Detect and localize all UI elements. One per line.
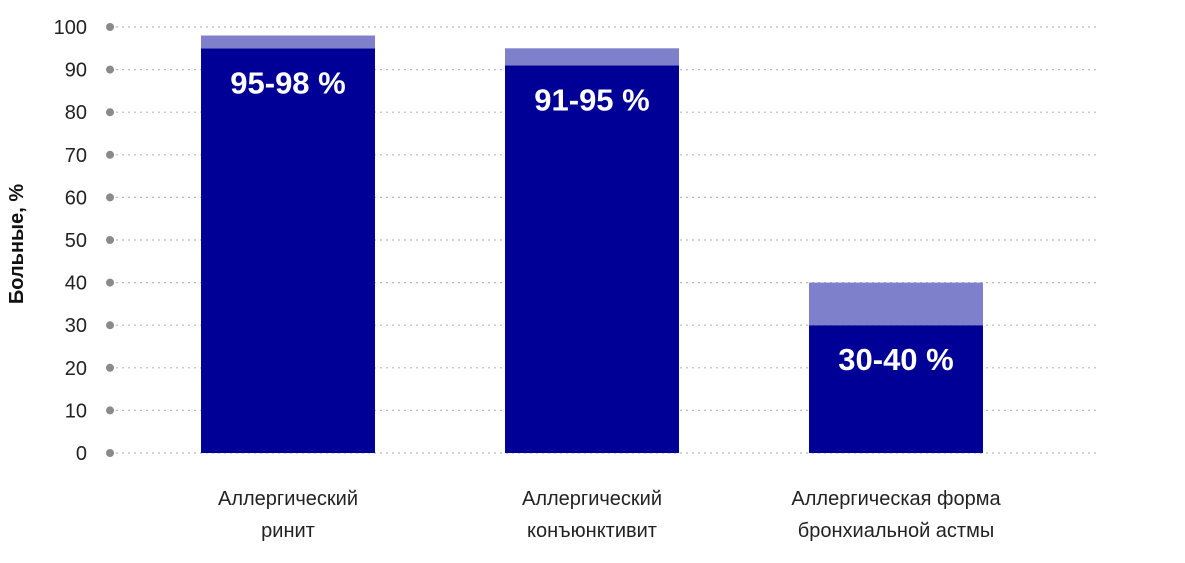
y-tick-dot [106,150,114,159]
y-tick-label: 40 [65,273,87,295]
bar-base [505,65,679,453]
bar-base [201,48,375,454]
y-tick-dot [106,65,114,74]
y-tick-label: 0 [76,443,87,465]
bars [201,35,983,454]
category-label-line: Аллергический [522,488,662,510]
category-label-line: Аллергический [218,488,358,510]
category-label-line: ринит [261,520,315,542]
bar-data-label: 95-98 % [230,65,345,100]
category-label-line: конъюнктивит [527,520,657,542]
category-label-line: Аллергическая форма [791,488,1001,510]
category-label: Аллергический ринит [218,488,358,542]
y-tick-dot [106,406,114,415]
category-label: Аллергический конъюнктивит [522,488,662,542]
y-tick-dot [106,193,114,202]
category-label: Аллергическая форма бронхиальной астмы [791,488,1001,542]
y-tick-label: 60 [65,187,87,209]
y-tick-label: 10 [65,400,87,422]
bar-data-label: 30-40 % [838,342,953,377]
y-axis-title: Больные, % [6,184,28,304]
bar-range [201,35,375,49]
y-tick-label: 70 [65,145,87,167]
y-tick-label: 30 [65,315,87,337]
y-tick-dot [106,278,114,287]
category-labels: Аллергический ринит Аллергический конъюнкти… [218,488,1001,542]
y-tick-dot [106,236,114,244]
bar-range [505,48,679,66]
data-labels: 95-98 % 91-95 % 30-40 % [230,65,953,377]
y-tick-dot [106,108,114,117]
y-tick-label: 80 [65,102,87,124]
y-tick-label: 50 [65,230,87,252]
y-axis-ticks: 0 10 20 30 40 50 60 70 80 90 100 [54,17,114,465]
y-tick-dot [106,321,114,330]
y-tick-label: 90 [65,60,87,82]
bar-base [809,325,983,453]
y-tick-dot [106,23,114,31]
y-tick-dot [106,363,114,372]
y-tick-dot [106,449,114,457]
y-tick-label: 100 [54,17,87,39]
y-tick-label: 20 [65,358,87,380]
category-label-line: бронхиальной астмы [798,520,994,542]
bar-data-label: 91-95 % [534,82,649,117]
bar-range [809,282,983,326]
